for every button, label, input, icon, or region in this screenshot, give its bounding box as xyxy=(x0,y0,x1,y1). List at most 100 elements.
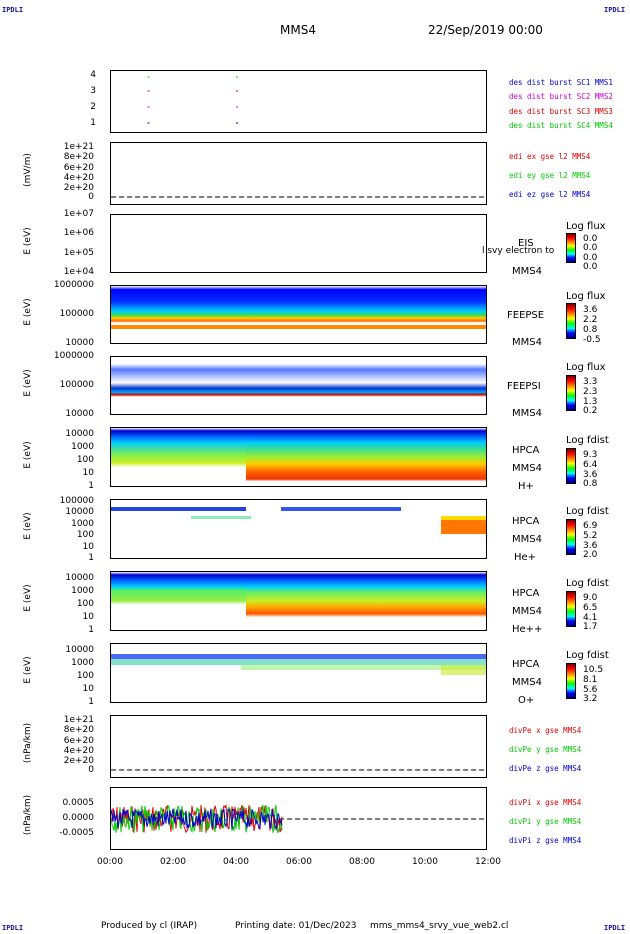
y-tick: 4 xyxy=(90,70,96,80)
y-tick: 1000 xyxy=(71,658,94,668)
colorbar-value: 0.0 xyxy=(583,243,598,253)
feepse-fill xyxy=(111,286,486,332)
colorbar-value: 2.2 xyxy=(583,315,598,325)
y-tick: 100 xyxy=(76,455,94,465)
colorbar-value: 8.1 xyxy=(583,675,598,685)
x-tick: 06:00 xyxy=(286,857,312,867)
colorbar-value: 0.0 xyxy=(583,234,598,244)
hpca-h-fill-early xyxy=(111,428,246,486)
y-tick: 1 xyxy=(88,553,94,563)
colorbar-value: 3.6 xyxy=(583,541,598,551)
colorbar-title: Log fdist xyxy=(566,650,609,661)
y-tick: -0.0005 xyxy=(59,828,94,838)
colorbar-value: 3.6 xyxy=(583,470,598,480)
instrument-label: EIS xyxy=(518,238,534,249)
spacecraft-label: MMS4 xyxy=(512,534,542,545)
y-tick: 3 xyxy=(90,86,96,96)
y-tick: 100000 xyxy=(59,496,94,506)
y-tick: 2 xyxy=(90,102,96,112)
y-axis-label: (nPa/km) xyxy=(23,722,33,764)
y-tick: 1e+07 xyxy=(63,209,94,219)
y-tick: 10 xyxy=(82,542,94,552)
instrument-label: HPCA xyxy=(512,588,540,599)
y-tick: 0 xyxy=(88,765,94,775)
hpca-hepp-fill-early xyxy=(111,572,246,630)
legend-entry: divPi y gse MMS4 xyxy=(509,817,582,826)
y-tick: 4e+20 xyxy=(63,746,94,756)
divpe-panel xyxy=(110,715,487,778)
hpca-h-panel xyxy=(110,427,487,487)
instrument-label: HPCA xyxy=(512,516,540,527)
legend-entry: divPe y gse MMS4 xyxy=(509,745,582,754)
feepse-panel xyxy=(110,285,487,344)
legend-entry: des dist burst SC3 MMS3 xyxy=(509,107,613,116)
legend-entry: des dist burst SC2 MMS2 xyxy=(509,92,613,101)
footer-filename: mms_mms4_srvy_vue_web2.cl xyxy=(370,921,509,931)
y-tick: 1e+06 xyxy=(63,228,94,238)
y-tick: 100 xyxy=(76,599,94,609)
species-label: H+ xyxy=(518,481,534,492)
hpca-he-spectrogram xyxy=(111,507,486,534)
colorbar-value: 5.2 xyxy=(583,531,598,541)
colorbar xyxy=(566,448,576,484)
x-tick: 10:00 xyxy=(412,857,438,867)
x-tick: 04:00 xyxy=(223,857,249,867)
y-tick: 1000000 xyxy=(53,351,94,361)
hpca-hepp-spectrogram xyxy=(111,572,486,630)
colorbar-value: 10.5 xyxy=(583,665,604,675)
y-tick: 10 xyxy=(82,468,94,478)
he-band-mid xyxy=(281,507,401,511)
y-axis-label: E (eV) xyxy=(23,512,33,540)
legend-entry: divPi x gse MMS4 xyxy=(509,798,582,807)
y-tick: 100 xyxy=(76,530,94,540)
colorbar-value: -0.5 xyxy=(583,335,601,345)
legend-entry: edi ey gse l2 MMS4 xyxy=(509,171,591,180)
y-tick: 4e+20 xyxy=(63,173,94,183)
colorbar-title: Log flux xyxy=(566,221,606,232)
y-tick: 1000 xyxy=(71,442,94,452)
y-tick: 6e+20 xyxy=(63,163,94,173)
o-band-low xyxy=(241,665,486,670)
y-tick: 10000 xyxy=(65,409,94,419)
y-tick: 0 xyxy=(88,192,94,202)
colorbar-title: Log flux xyxy=(566,291,606,302)
spacecraft-label: MMS4 xyxy=(512,408,542,419)
y-tick: 1000 xyxy=(71,586,94,596)
feepse-low-band xyxy=(111,325,486,329)
colorbar-value: 6.4 xyxy=(583,460,598,470)
colorbar-title: Log flux xyxy=(566,362,606,373)
footer-produced: Produced by cl (IRAP) xyxy=(101,921,198,931)
colorbar-value: 0.2 xyxy=(583,406,598,416)
legend-entry: edi ex gse l2 MMS4 xyxy=(509,152,591,161)
feepsi-fill xyxy=(111,357,486,414)
y-tick: 1 xyxy=(88,481,94,491)
y-tick: 10 xyxy=(82,612,94,622)
colorbar-value: 3.3 xyxy=(583,377,598,387)
y-tick: 1e+05 xyxy=(63,248,94,258)
y-tick: 100 xyxy=(76,671,94,681)
divpi-panel xyxy=(110,787,487,850)
legend-entry: divPe x gse MMS4 xyxy=(509,726,582,735)
y-axis-label: E (eV) xyxy=(23,584,33,612)
footer-printing-date: Printing date: 01/Dec/2023 xyxy=(235,921,357,931)
feepse-spectrogram xyxy=(111,286,486,332)
o-band-mid xyxy=(111,659,486,665)
species-label: He++ xyxy=(512,624,543,635)
divpi-plot xyxy=(111,803,486,834)
y-tick: 100000 xyxy=(59,380,94,390)
colorbar xyxy=(566,303,576,339)
colorbar-title: Log fdist xyxy=(566,506,609,517)
species-label: O+ xyxy=(518,695,535,706)
eis-panel xyxy=(110,214,487,273)
spacecraft-label: MMS4 xyxy=(512,463,542,474)
colorbar-value: 9.0 xyxy=(583,593,598,603)
x-tick: 12:00 xyxy=(475,857,501,867)
colorbar-value: 0.0 xyxy=(583,253,598,263)
spacecraft-label: MMS4 xyxy=(512,606,542,617)
he-patch xyxy=(191,516,251,519)
o-patch-late xyxy=(441,665,486,675)
y-tick: 0.0005 xyxy=(62,798,95,808)
he-warm-patch xyxy=(441,516,486,520)
y-tick: 10000 xyxy=(65,645,94,655)
feepsi-panel xyxy=(110,356,487,415)
